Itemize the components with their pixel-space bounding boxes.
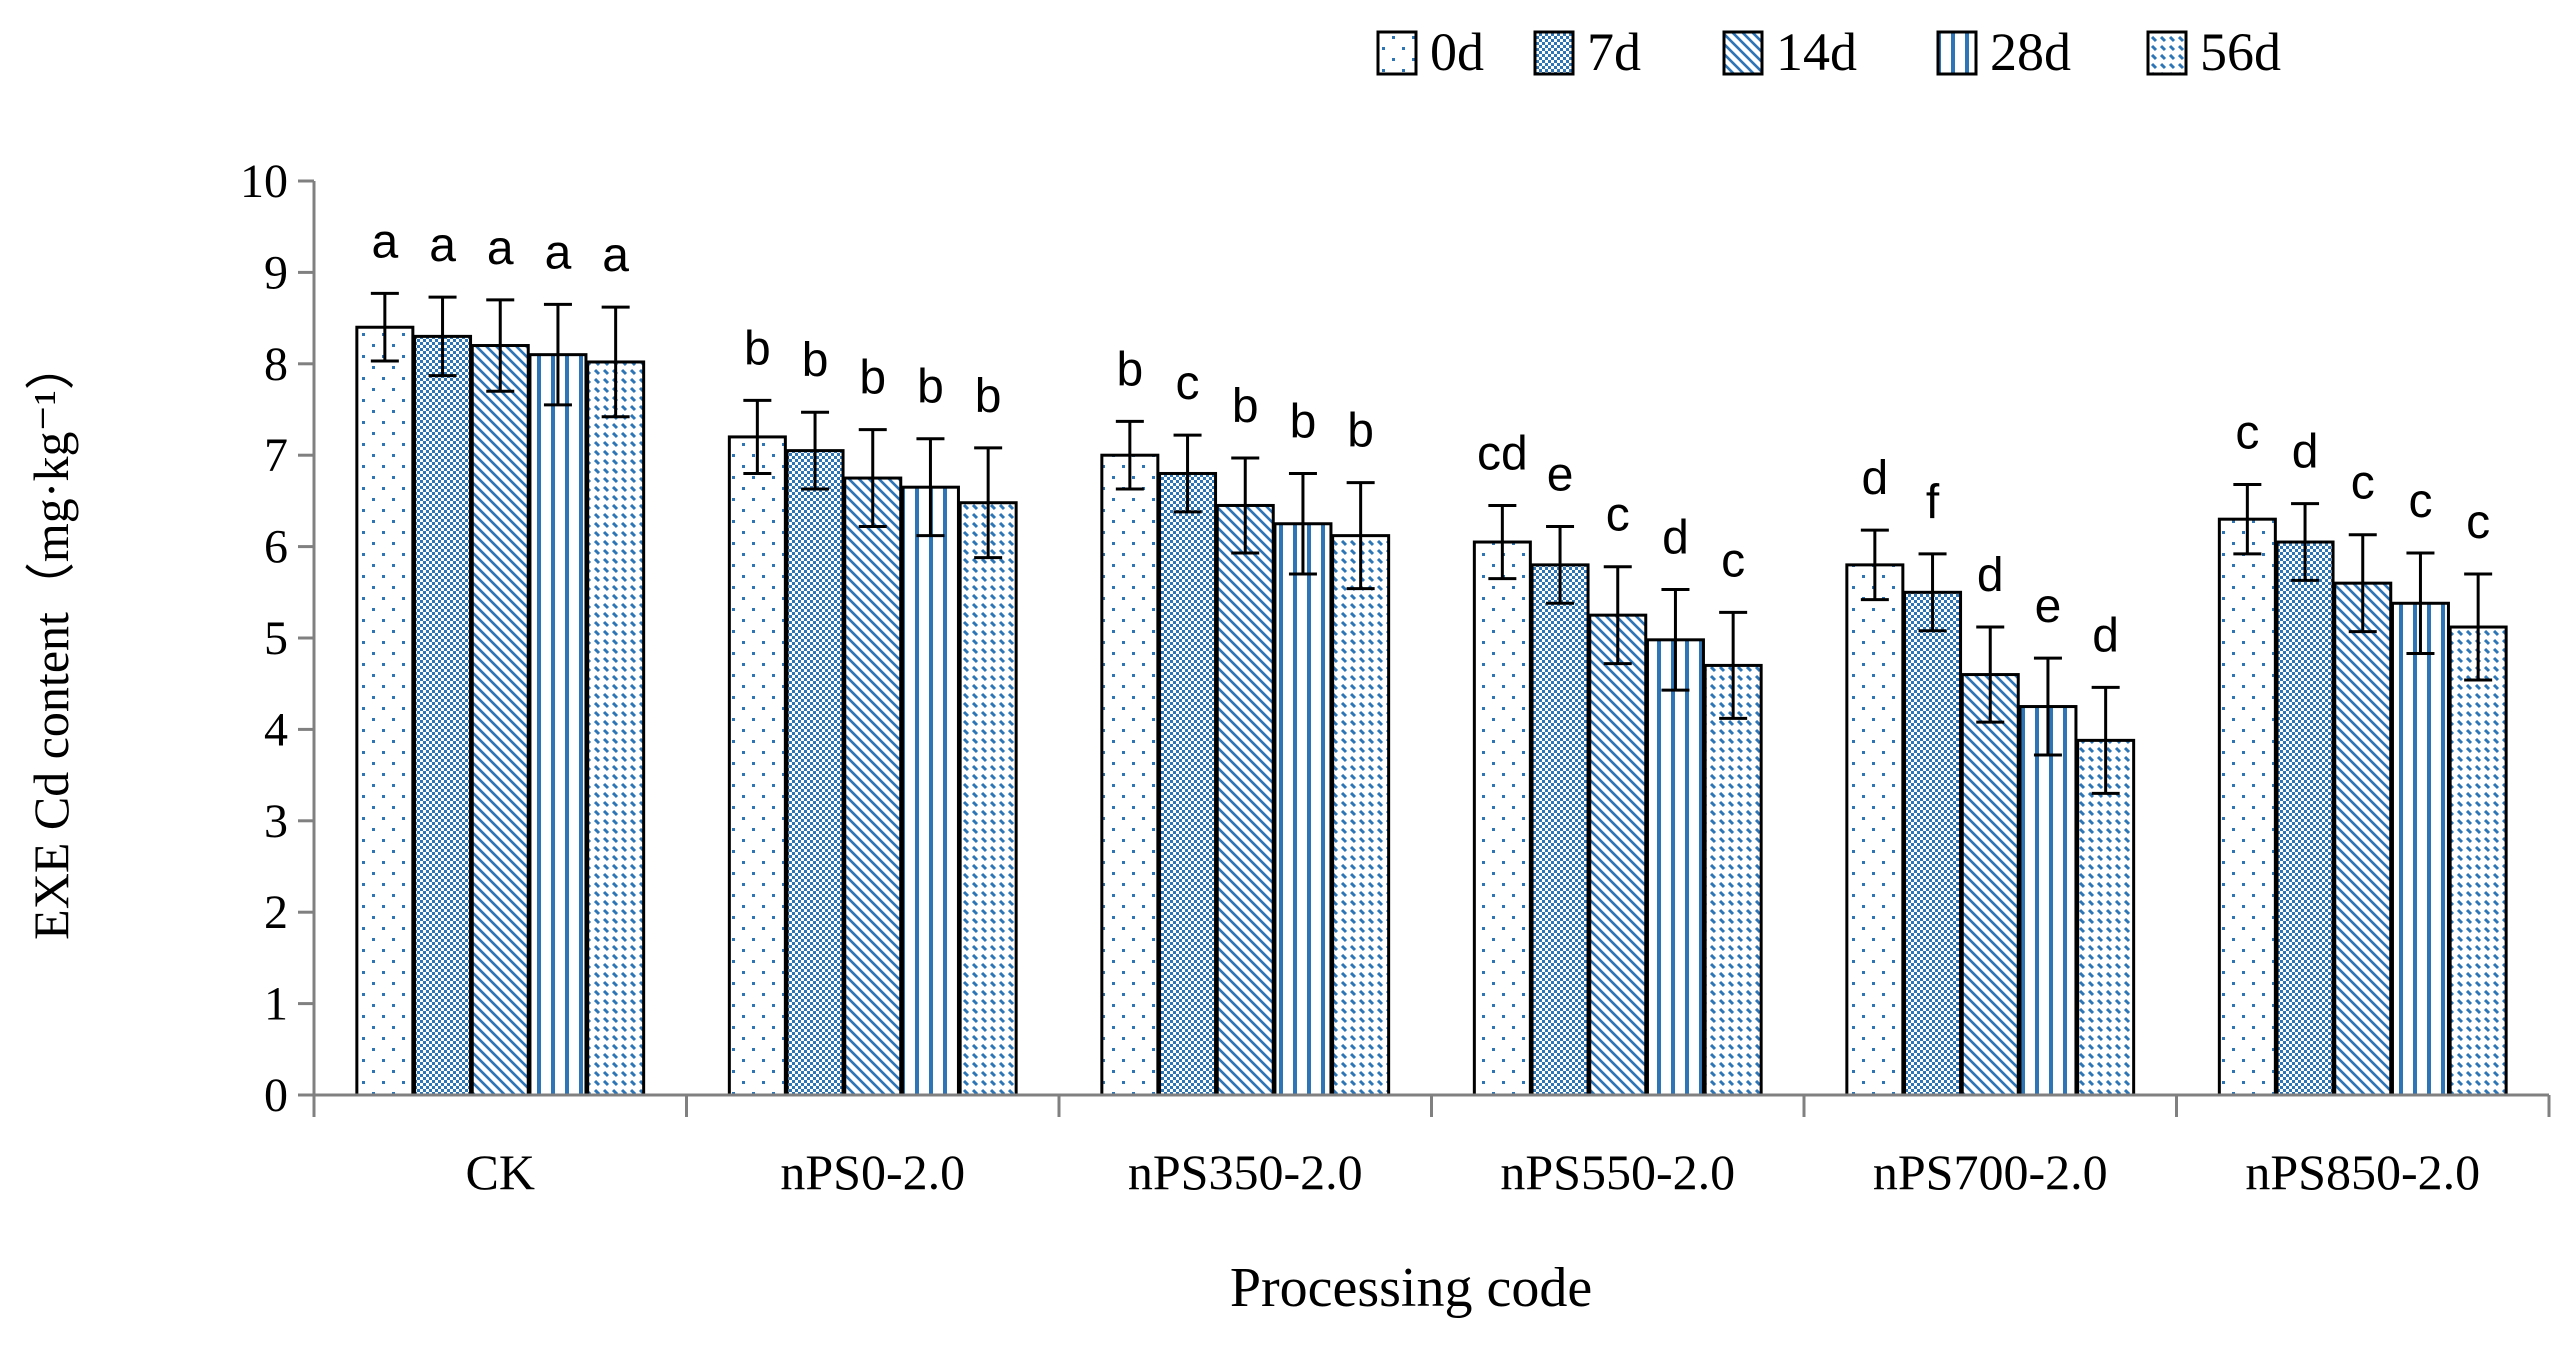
bar-56d-nPS0-2.0 [958, 501, 1018, 1097]
significance-label: b [802, 334, 829, 387]
significance-label: d [2292, 426, 2319, 479]
x-tick-label: nPS850-2.0 [2245, 1144, 2480, 1200]
significance-label: c [2408, 475, 2432, 528]
significance-label: a [487, 222, 514, 275]
bar-14d-nPS550-2.0 [1588, 613, 1648, 1097]
significance-label: b [744, 322, 771, 375]
significance-label: d [1861, 452, 1888, 505]
y-tick-label: 8 [264, 338, 288, 391]
significance-label: c [1721, 534, 1745, 587]
bar-28d-nPS700-2.0 [2018, 705, 2078, 1097]
bar-14d-nPS850-2.0 [2333, 581, 2393, 1097]
bar-28d-nPS850-2.0 [2390, 601, 2450, 1097]
y-tick-label: 3 [264, 795, 288, 848]
legend-swatch-14d [1722, 30, 1764, 76]
y-axis-title: EXE Cd content（mg·kg⁻¹） [23, 340, 79, 940]
bar-7d-nPS850-2.0 [2275, 540, 2335, 1097]
bar-14d-nPS350-2.0 [1215, 503, 1275, 1097]
significance-label: c [2466, 496, 2490, 549]
bar-0d-nPS350-2.0 [1100, 453, 1160, 1097]
bar-0d-CK [355, 325, 415, 1097]
significance-label: b [917, 361, 944, 414]
bar-7d-CK [413, 334, 473, 1097]
significance-label: c [2235, 406, 2259, 459]
significance-label: f [1926, 476, 1940, 529]
y-tick-label: 0 [264, 1069, 288, 1122]
y-tick-label: 9 [264, 246, 288, 299]
significance-label: b [1116, 343, 1143, 396]
significance-label: b [1347, 405, 1374, 458]
bar-7d-nPS0-2.0 [785, 449, 845, 1097]
significance-label: cd [1477, 427, 1528, 480]
bar-14d-nPS700-2.0 [1960, 673, 2020, 1097]
bar-7d-nPS700-2.0 [1903, 590, 1963, 1097]
significance-label: d [2092, 609, 2119, 662]
significance-label: a [602, 229, 629, 282]
legend-swatch-0d [1376, 30, 1418, 76]
bar-14d-nPS0-2.0 [843, 476, 903, 1097]
x-tick-label: nPS700-2.0 [1873, 1144, 2108, 1200]
significance-label: e [2035, 580, 2062, 633]
x-tick-label: nPS0-2.0 [780, 1144, 965, 1200]
significance-label: d [1977, 549, 2004, 602]
bar-56d-nPS550-2.0 [1703, 663, 1763, 1097]
legend-swatch-56d [2146, 30, 2188, 76]
error-bars-layer [370, 291, 2493, 795]
axes-layer: 0 1 2 3 4 5 6 7 8 9 10 CK nPS0-2.0 nPS350-2.0 nPS550-2… [240, 155, 2551, 1200]
significance-label: d [1662, 512, 1689, 565]
y-tick-label: 7 [264, 429, 288, 482]
y-tick-label: 1 [264, 978, 288, 1031]
significance-label: a [545, 226, 572, 279]
bar-56d-CK [586, 360, 646, 1097]
bar-28d-nPS550-2.0 [1645, 638, 1705, 1097]
x-axis-title: Processing code [1230, 1257, 1592, 1319]
bar-7d-nPS350-2.0 [1158, 471, 1218, 1097]
x-tick-label: CK [466, 1144, 535, 1200]
significance-label: c [1176, 357, 1200, 410]
significance-label: b [1290, 395, 1317, 448]
significance-label: b [859, 352, 886, 405]
bar-0d-nPS700-2.0 [1845, 563, 1905, 1097]
bar-56d-nPS850-2.0 [2448, 625, 2508, 1097]
bar-28d-CK [528, 353, 588, 1097]
legend-label-7d: 7d [1587, 22, 1641, 82]
significance-label: b [1232, 380, 1259, 433]
legend-swatch-7d [1533, 30, 1575, 76]
legend-label-28d: 28d [1990, 22, 2071, 82]
legend-label-0d: 0d [1430, 22, 1484, 82]
bars-layer [355, 325, 2508, 1097]
legend: 0d 7d 14d 28d 56d [1376, 22, 2281, 82]
significance-label: a [429, 219, 456, 272]
bar-0d-nPS0-2.0 [727, 435, 787, 1097]
x-tick-label: nPS350-2.0 [1128, 1144, 1363, 1200]
legend-swatch-28d [1936, 30, 1978, 76]
legend-label-14d: 14d [1776, 22, 1857, 82]
bar-28d-nPS0-2.0 [900, 485, 960, 1097]
y-tick-label: 10 [240, 155, 288, 208]
bar-0d-nPS550-2.0 [1472, 540, 1532, 1097]
bar-14d-CK [470, 344, 530, 1097]
bar-7d-nPS550-2.0 [1530, 563, 1590, 1097]
significance-label: b [975, 370, 1002, 423]
x-tick-label: nPS550-2.0 [1500, 1144, 1735, 1200]
y-tick-label: 5 [264, 612, 288, 665]
bar-56d-nPS700-2.0 [2076, 738, 2136, 1097]
bar-28d-nPS350-2.0 [1273, 522, 1333, 1097]
legend-label-56d: 56d [2200, 22, 2281, 82]
bar-0d-nPS850-2.0 [2217, 517, 2277, 1097]
significance-label: c [1606, 489, 1630, 542]
significance-label: e [1547, 448, 1574, 501]
y-tick-label: 4 [264, 703, 288, 756]
y-tick-label: 6 [264, 521, 288, 574]
bar-56d-nPS350-2.0 [1331, 534, 1391, 1097]
significance-label: c [2351, 457, 2375, 510]
y-tick-label: 2 [264, 886, 288, 939]
significance-label: a [371, 215, 398, 268]
